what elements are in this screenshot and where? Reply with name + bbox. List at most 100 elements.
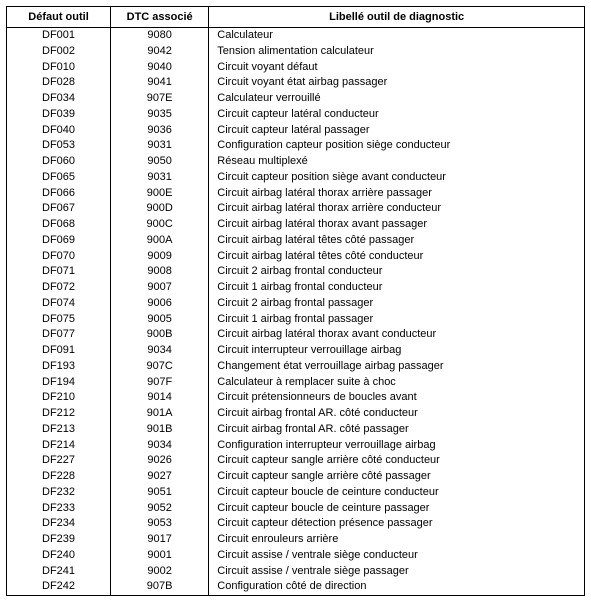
cell-libelle: Circuit airbag latéral thorax avant pass… — [209, 217, 585, 233]
table-row: DF0029042Tension alimentation calculateu… — [7, 44, 585, 60]
cell-libelle: Circuit 2 airbag frontal conducteur — [209, 264, 585, 280]
cell-defaut: DF039 — [7, 107, 111, 123]
cell-dtc: 9052 — [111, 501, 209, 517]
cell-libelle: Circuit airbag latéral têtes côté passag… — [209, 233, 585, 249]
cell-defaut: DF214 — [7, 438, 111, 454]
cell-defaut: DF071 — [7, 264, 111, 280]
cell-dtc: 907B — [111, 579, 209, 595]
cell-dtc: 9040 — [111, 60, 209, 76]
cell-dtc: 9036 — [111, 123, 209, 139]
table-row: DF0399035Circuit capteur latéral conduct… — [7, 107, 585, 123]
cell-defaut: DF074 — [7, 296, 111, 312]
cell-defaut: DF060 — [7, 154, 111, 170]
cell-libelle: Circuit capteur détection présence passa… — [209, 516, 585, 532]
cell-dtc: 907E — [111, 91, 209, 107]
cell-defaut: DF227 — [7, 453, 111, 469]
cell-libelle: Calculateur verrouillé — [209, 91, 585, 107]
cell-defaut: DF241 — [7, 564, 111, 580]
cell-dtc: 9017 — [111, 532, 209, 548]
cell-libelle: Circuit capteur boucle de ceinture passa… — [209, 501, 585, 517]
cell-defaut: DF232 — [7, 485, 111, 501]
table-row: DF2349053Circuit capteur détection prése… — [7, 516, 585, 532]
table-row: DF0109040Circuit voyant défaut — [7, 60, 585, 76]
cell-libelle: Circuit airbag latéral thorax arrière pa… — [209, 186, 585, 202]
table-row: DF0729007Circuit 1 airbag frontal conduc… — [7, 280, 585, 296]
cell-defaut: DF233 — [7, 501, 111, 517]
table-row: DF0539031Configuration capteur position … — [7, 138, 585, 154]
table-row: DF0919034Circuit interrupteur verrouilla… — [7, 343, 585, 359]
table-row: DF0019080Calculateur — [7, 28, 585, 44]
table-row: DF212901ACircuit airbag frontal AR. côté… — [7, 406, 585, 422]
cell-defaut: DF067 — [7, 201, 111, 217]
cell-defaut: DF194 — [7, 375, 111, 391]
cell-defaut: DF240 — [7, 548, 111, 564]
cell-dtc: 9008 — [111, 264, 209, 280]
table-row: DF068900CCircuit airbag latéral thorax a… — [7, 217, 585, 233]
cell-libelle: Circuit voyant défaut — [209, 60, 585, 76]
cell-dtc: 9026 — [111, 453, 209, 469]
cell-libelle: Réseau multiplexé — [209, 154, 585, 170]
cell-dtc: 900E — [111, 186, 209, 202]
cell-libelle: Calculateur — [209, 28, 585, 44]
cell-defaut: DF091 — [7, 343, 111, 359]
cell-defaut: DF001 — [7, 28, 111, 44]
cell-dtc: 9031 — [111, 170, 209, 186]
cell-dtc: 9080 — [111, 28, 209, 44]
cell-dtc: 9006 — [111, 296, 209, 312]
cell-libelle: Circuit assise / ventrale siège passager — [209, 564, 585, 580]
cell-dtc: 9042 — [111, 44, 209, 60]
cell-libelle: Configuration capteur position siège con… — [209, 138, 585, 154]
cell-defaut: DF228 — [7, 469, 111, 485]
cell-libelle: Tension alimentation calculateur — [209, 44, 585, 60]
table-row: DF193907CChangement état verrouillage ai… — [7, 359, 585, 375]
cell-dtc: 9034 — [111, 438, 209, 454]
cell-dtc: 9031 — [111, 138, 209, 154]
cell-dtc: 900B — [111, 327, 209, 343]
cell-defaut: DF242 — [7, 579, 111, 595]
table-row: DF2149034Configuration interrupteur verr… — [7, 438, 585, 454]
cell-dtc: 901B — [111, 422, 209, 438]
cell-defaut: DF002 — [7, 44, 111, 60]
cell-dtc: 900D — [111, 201, 209, 217]
table-row: DF066900ECircuit airbag latéral thorax a… — [7, 186, 585, 202]
table-row: DF2399017Circuit enrouleurs arrière — [7, 532, 585, 548]
cell-defaut: DF210 — [7, 390, 111, 406]
table-row: DF2339052Circuit capteur boucle de ceint… — [7, 501, 585, 517]
table-row: DF0749006Circuit 2 airbag frontal passag… — [7, 296, 585, 312]
cell-libelle: Circuit voyant état airbag passager — [209, 75, 585, 91]
cell-libelle: Circuit interrupteur verrouillage airbag — [209, 343, 585, 359]
cell-dtc: 900C — [111, 217, 209, 233]
cell-defaut: DF075 — [7, 312, 111, 328]
cell-libelle: Circuit prétensionneurs de boucles avant — [209, 390, 585, 406]
cell-defaut: DF069 — [7, 233, 111, 249]
cell-libelle: Changement état verrouillage airbag pass… — [209, 359, 585, 375]
cell-libelle: Circuit 1 airbag frontal passager — [209, 312, 585, 328]
table-row: DF034907ECalculateur verrouillé — [7, 91, 585, 107]
table-row: DF069900ACircuit airbag latéral têtes cô… — [7, 233, 585, 249]
cell-libelle: Circuit airbag latéral têtes côté conduc… — [209, 249, 585, 265]
table-row: DF0609050Réseau multiplexé — [7, 154, 585, 170]
table-header-row: Défaut outil DTC associé Libellé outil d… — [7, 7, 585, 28]
cell-defaut: DF034 — [7, 91, 111, 107]
cell-libelle: Circuit 2 airbag frontal passager — [209, 296, 585, 312]
cell-defaut: DF066 — [7, 186, 111, 202]
cell-dtc: 900A — [111, 233, 209, 249]
cell-defaut: DF010 — [7, 60, 111, 76]
cell-dtc: 9014 — [111, 390, 209, 406]
header-defaut: Défaut outil — [7, 7, 111, 28]
cell-defaut: DF068 — [7, 217, 111, 233]
cell-libelle: Circuit airbag frontal AR. côté conducte… — [209, 406, 585, 422]
table-row: DF0289041Circuit voyant état airbag pass… — [7, 75, 585, 91]
table-row: DF242907BConfiguration côté de direction — [7, 579, 585, 595]
table-row: DF0759005Circuit 1 airbag frontal passag… — [7, 312, 585, 328]
cell-dtc: 9007 — [111, 280, 209, 296]
cell-dtc: 9005 — [111, 312, 209, 328]
dtc-table: Défaut outil DTC associé Libellé outil d… — [6, 6, 585, 596]
cell-defaut: DF077 — [7, 327, 111, 343]
cell-dtc: 9027 — [111, 469, 209, 485]
cell-dtc: 9034 — [111, 343, 209, 359]
cell-dtc: 901A — [111, 406, 209, 422]
cell-libelle: Circuit capteur sangle arrière côté cond… — [209, 453, 585, 469]
cell-dtc: 9041 — [111, 75, 209, 91]
table-row: DF194907FCalculateur à remplacer suite à… — [7, 375, 585, 391]
